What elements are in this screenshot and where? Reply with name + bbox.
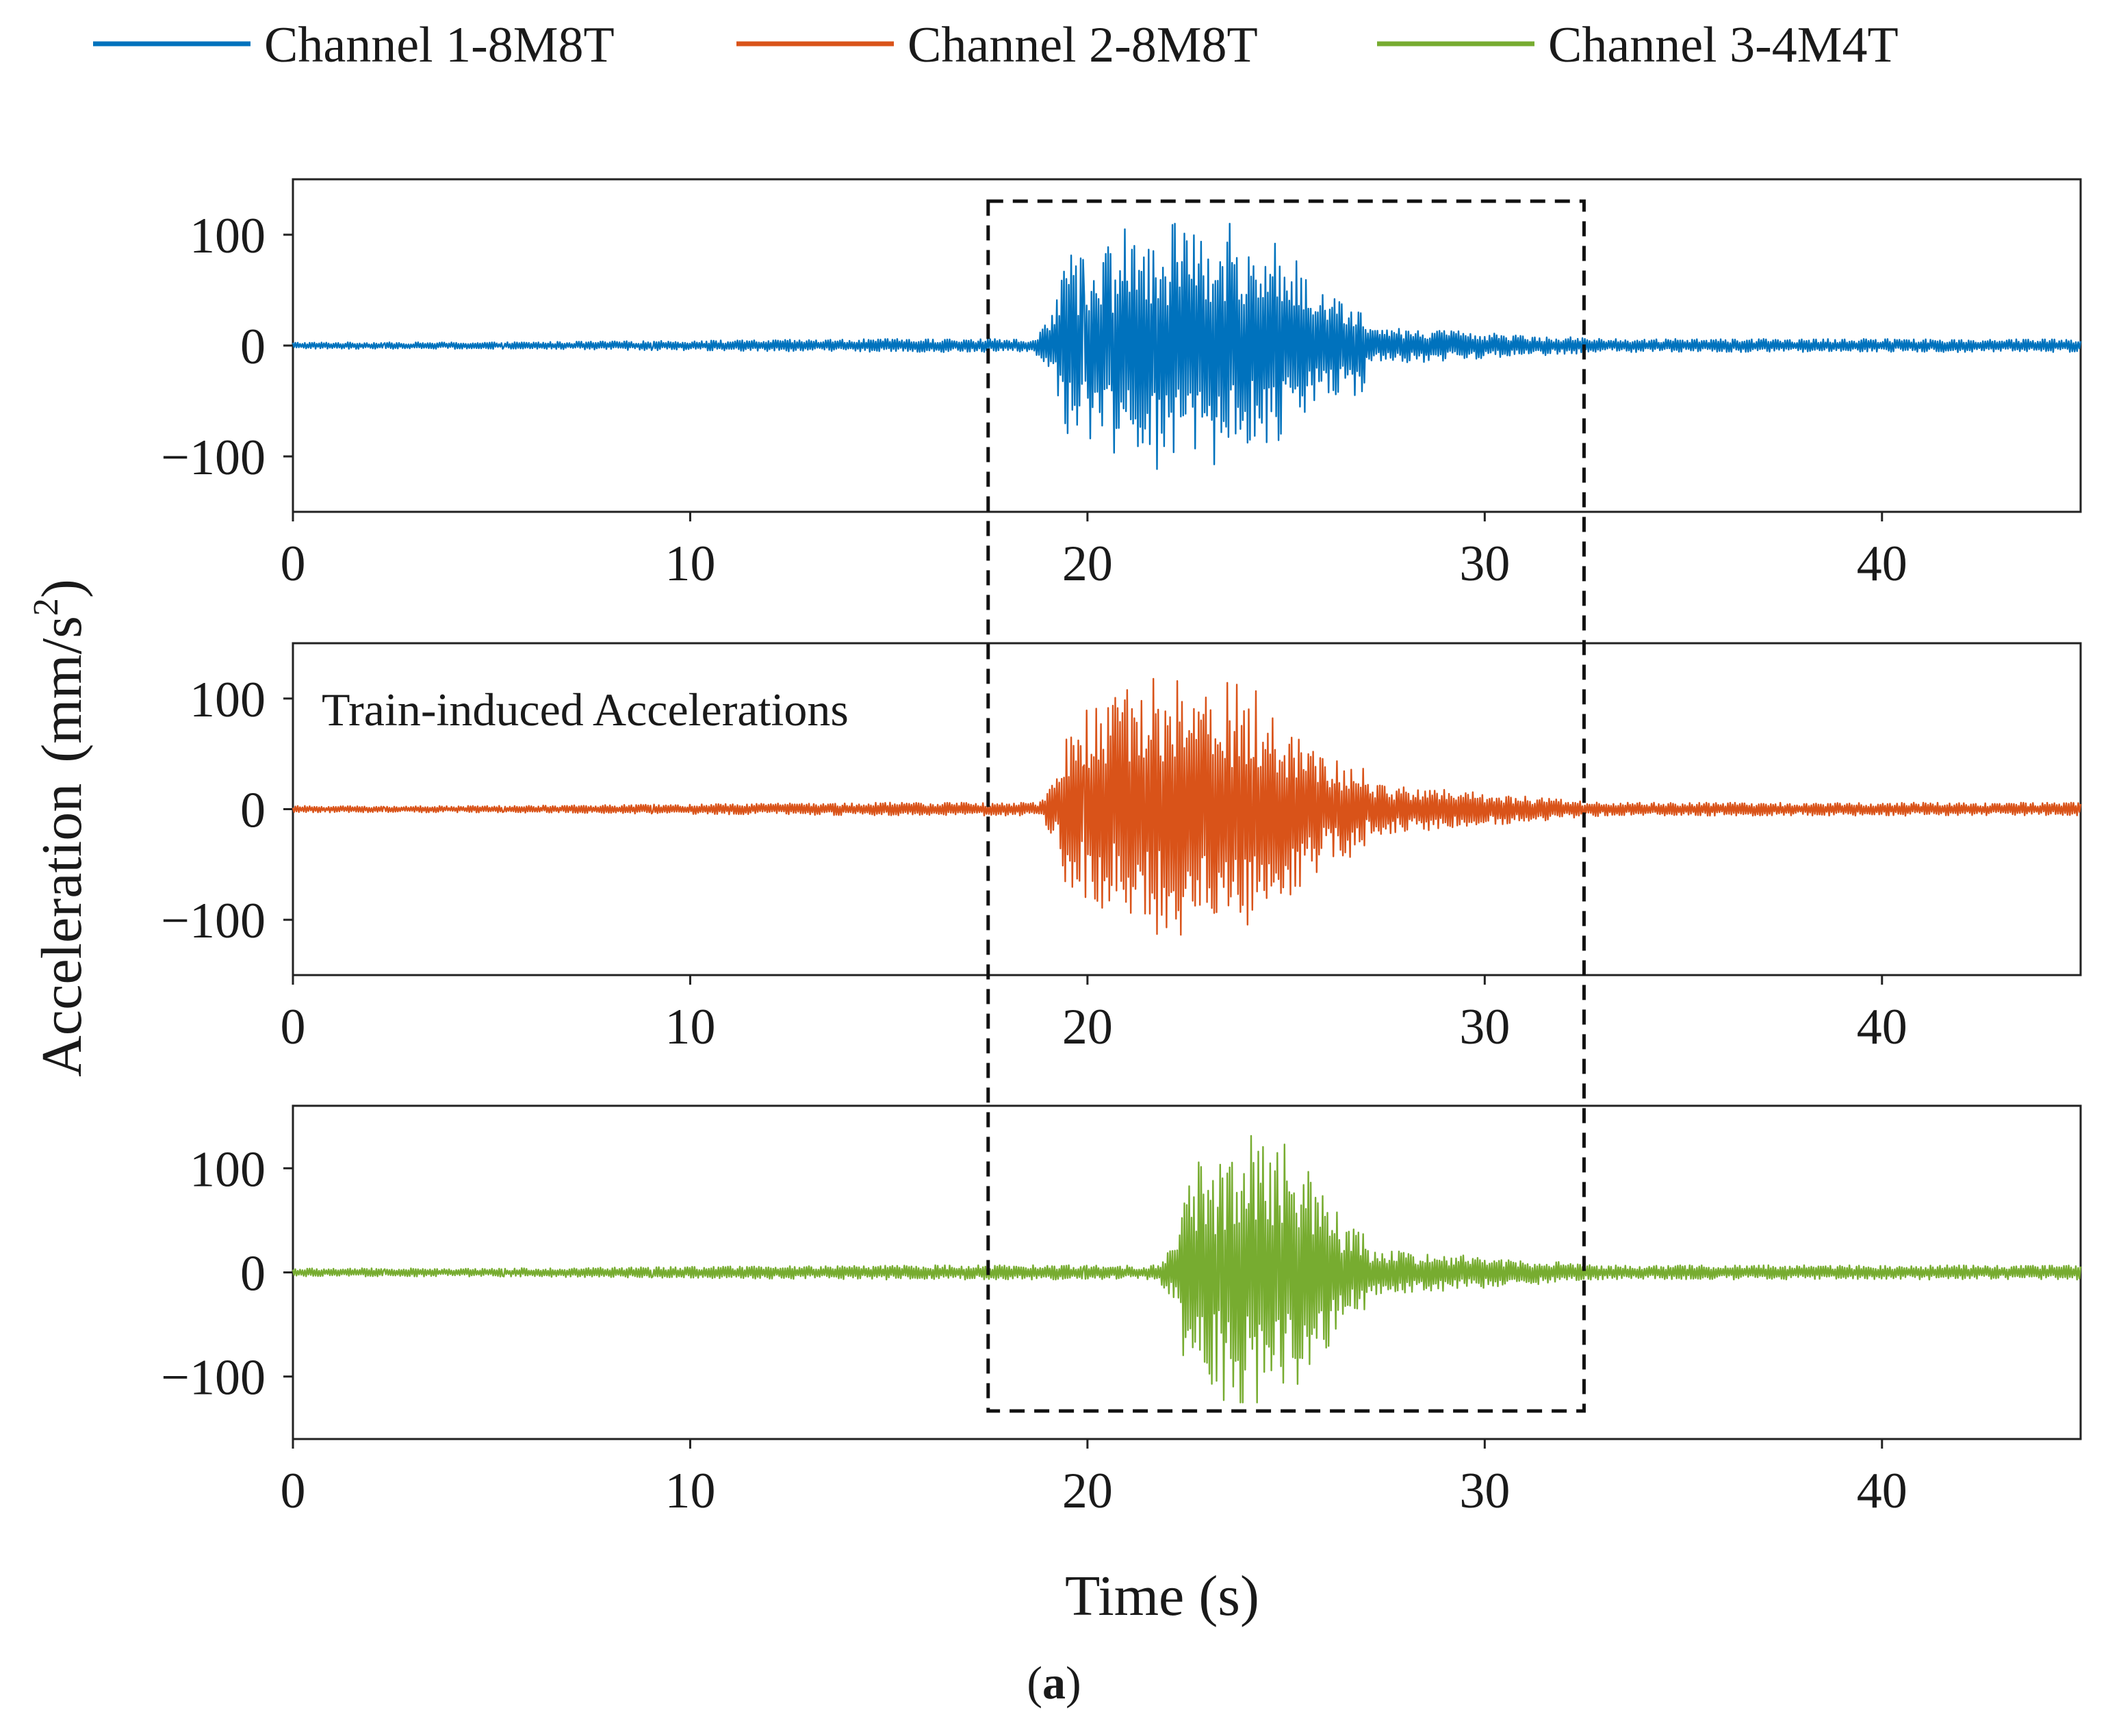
x-tick-label: 10 xyxy=(665,1463,715,1519)
caption-close: ) xyxy=(1066,1657,1081,1709)
series-line-channel-3 xyxy=(292,1135,2082,1403)
y-tick-label: −100 xyxy=(161,1350,266,1406)
annotation-text: Train-induced Accelerations xyxy=(322,684,849,736)
y-tick-label: 100 xyxy=(190,208,266,264)
y-axis-units-suffix: ) xyxy=(30,579,94,598)
y-tick-label: 0 xyxy=(240,783,266,839)
legend-label-channel-1: Channel 1-8M8T xyxy=(264,17,615,73)
series-line-channel-1 xyxy=(292,222,2082,470)
y-axis-title-label: Acceleration xyxy=(30,783,94,1077)
y-axis-title: Acceleration (mm/s2) xyxy=(27,579,94,1077)
y-tick-label: 100 xyxy=(190,1141,266,1197)
y-axis-units-prefix: (mm/s xyxy=(30,616,94,763)
series-line-channel-2 xyxy=(292,677,2082,936)
caption-open: ( xyxy=(1027,1657,1042,1709)
x-tick-label: 10 xyxy=(665,536,715,592)
legend-label-channel-2: Channel 2-8M8T xyxy=(908,17,1258,73)
legend-label-channel-3: Channel 3-4M4T xyxy=(1548,17,1899,73)
x-tick-label: 30 xyxy=(1459,999,1510,1055)
x-tick-label: 40 xyxy=(1857,536,1907,592)
x-tick-label: 20 xyxy=(1062,536,1113,592)
y-tick-label: −100 xyxy=(161,893,266,949)
svg-text:Acceleration(mm/s2): Acceleration (mm/s2) xyxy=(27,579,94,1077)
legend-item-channel-3: Channel 3-4M4T xyxy=(1377,17,1899,73)
x-tick-label: 20 xyxy=(1062,999,1113,1055)
x-tick-label: 40 xyxy=(1857,999,1907,1055)
legend-item-channel-1: Channel 1-8M8T xyxy=(93,17,615,73)
y-tick-label: 100 xyxy=(190,672,266,728)
x-tick-label: 40 xyxy=(1857,1463,1907,1519)
x-tick-label: 30 xyxy=(1459,536,1510,592)
y-tick-label: 0 xyxy=(240,319,266,375)
y-tick-label: 0 xyxy=(240,1246,266,1302)
legend: Channel 1-8M8T Channel 2-8M8T Channel 3-… xyxy=(93,17,1899,73)
panel-1: 0 10 20 30 40 100 0 −100 xyxy=(161,178,2082,592)
legend-item-channel-2: Channel 2-8M8T xyxy=(736,17,1258,73)
x-axis-title: Time (s) xyxy=(1065,1564,1259,1628)
figure-caption: (a) xyxy=(1027,1657,1081,1709)
caption-letter: a xyxy=(1042,1657,1066,1709)
panel-3: 0 10 20 30 40 100 0 −100 xyxy=(161,1104,2082,1519)
x-tick-label: 0 xyxy=(281,536,306,592)
x-tick-label: 0 xyxy=(281,999,306,1055)
x-tick-label: 0 xyxy=(281,1463,306,1519)
y-tick-label: −100 xyxy=(161,430,266,486)
x-tick-label: 20 xyxy=(1062,1463,1113,1519)
panels: 0 10 20 30 40 100 0 −100 0 10 20 30 40 100 0 −100 0 10 20 3… xyxy=(161,178,2082,1519)
train-window-box xyxy=(986,199,1586,1413)
x-tick-label: 30 xyxy=(1459,1463,1510,1519)
panel-2: 0 10 20 30 40 100 0 −100 xyxy=(161,642,2082,1055)
x-tick-label: 10 xyxy=(665,999,715,1055)
y-axis-units-exp: 2 xyxy=(27,598,66,616)
